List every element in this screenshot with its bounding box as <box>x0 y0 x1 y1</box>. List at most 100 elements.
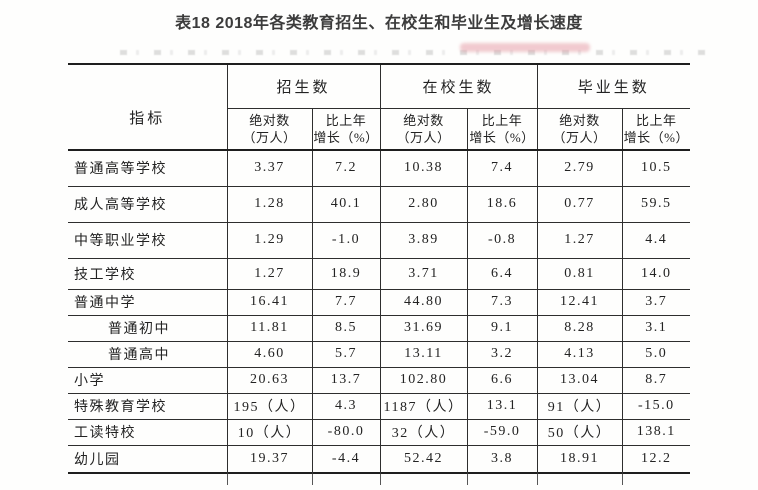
value-cell: 59.5 <box>621 186 691 223</box>
table-row: 普通初中 11.81 8.5 31.69 9.1 8.28 3.1 <box>68 315 691 342</box>
table-row: 普通高中 4.60 5.7 13.11 3.2 4.13 5.0 <box>68 341 691 368</box>
value-cell: 13.11 <box>379 341 468 368</box>
value-cell: 1.28 <box>226 186 312 223</box>
value-cell: 138.1 <box>621 419 691 446</box>
value-cell: 13.1 <box>466 393 538 420</box>
value-cell: 12.2 <box>621 445 691 474</box>
subheader-growth: 比上年 增长（%） <box>621 108 691 151</box>
value-cell: 6.6 <box>466 367 538 394</box>
subheader-growth: 比上年 增长（%） <box>466 108 538 151</box>
value-cell: 20.63 <box>226 367 312 394</box>
value-cell: 5.0 <box>621 341 691 368</box>
value-cell: 10.38 <box>379 150 468 187</box>
value-cell: 7.2 <box>311 150 381 187</box>
value-cell: 3.8 <box>466 445 538 474</box>
value-cell: 50（人） <box>536 419 623 446</box>
header-group-row: 指标 招生数 在校生数 毕业生数 <box>68 64 691 151</box>
table-row: 普通高等学校 3.37 7.2 10.38 7.4 2.79 10.5 <box>68 150 691 187</box>
value-cell: 8.28 <box>536 315 623 342</box>
value-cell: 13.04 <box>536 367 623 394</box>
value-cell: -80.0 <box>311 419 381 446</box>
value-cell: 102.80 <box>379 367 468 394</box>
value-cell: 8.5 <box>311 315 381 342</box>
value-cell: 1.27 <box>536 222 623 259</box>
indicator-cell: 普通初中 <box>68 315 227 342</box>
value-cell: 7.3 <box>466 289 538 316</box>
column-line-stub <box>467 472 468 485</box>
indicator-cell: 特殊教育学校 <box>68 393 227 420</box>
value-cell: 7.7 <box>311 289 381 316</box>
column-line-stub <box>622 472 623 485</box>
table-row: 成人高等学校 1.28 40.1 2.80 18.6 0.77 59.5 <box>68 186 691 223</box>
indicator-cell: 中等职业学校 <box>68 222 227 259</box>
value-cell: 3.2 <box>466 341 538 368</box>
value-cell: 31.69 <box>379 315 468 342</box>
indicator-cell: 普通中学 <box>68 289 227 316</box>
value-cell: 14.0 <box>621 258 691 290</box>
value-cell: 3.89 <box>379 222 468 259</box>
value-cell: 12.41 <box>536 289 623 316</box>
value-cell: 52.42 <box>379 445 468 474</box>
table-row: 特殊教育学校 195（人） 4.3 1187（人） 13.1 91（人） -15… <box>68 393 691 420</box>
table-row: 幼儿园 19.37 -4.4 52.42 3.8 18.91 12.2 <box>68 445 691 474</box>
value-cell: 9.1 <box>466 315 538 342</box>
value-cell: 6.4 <box>466 258 538 290</box>
value-cell: 4.3 <box>311 393 381 420</box>
scan-artifact-dashes <box>120 50 710 55</box>
value-cell: 91（人） <box>536 393 623 420</box>
indicator-cell: 工读特校 <box>68 419 227 446</box>
value-cell: 3.37 <box>226 150 312 187</box>
value-cell: 11.81 <box>226 315 312 342</box>
indicator-cell: 小学 <box>68 367 227 394</box>
value-cell: 2.79 <box>536 150 623 187</box>
header-indicator: 指标 <box>68 64 227 151</box>
column-line-stub <box>227 472 228 485</box>
value-cell: 3.7 <box>621 289 691 316</box>
header-group-enrollment: 招生数 <box>226 64 381 109</box>
value-cell: 3.71 <box>379 258 468 290</box>
value-cell: 40.1 <box>311 186 381 223</box>
value-cell: 2.80 <box>379 186 468 223</box>
indicator-cell: 成人高等学校 <box>68 186 227 223</box>
value-cell: 10（人） <box>226 419 312 446</box>
subheader-growth: 比上年 增长（%） <box>311 108 381 151</box>
column-line-stub <box>537 472 538 485</box>
scan-artifact-smudge <box>460 43 590 52</box>
statistics-table: 指标 招生数 在校生数 毕业生数 绝对数 （万人） 比上年 增长（%） 绝对数 … <box>68 63 691 474</box>
column-line-stub <box>380 472 381 485</box>
value-cell: 10.5 <box>621 150 691 187</box>
indicator-cell: 技工学校 <box>68 258 227 290</box>
header-sub-row: 绝对数 （万人） 比上年 增长（%） 绝对数 （万人） 比上年 增长（%） 绝对… <box>68 108 691 151</box>
value-cell: -0.8 <box>466 222 538 259</box>
value-cell: 18.6 <box>466 186 538 223</box>
value-cell: 0.77 <box>536 186 623 223</box>
value-cell: 4.13 <box>536 341 623 368</box>
value-cell: 5.7 <box>311 341 381 368</box>
indicator-cell: 普通高等学校 <box>68 150 227 187</box>
value-cell: 32（人） <box>379 419 468 446</box>
table-title: 表18 2018年各类教育招生、在校生和毕业生及增长速度 <box>175 15 583 32</box>
value-cell: 18.9 <box>311 258 381 290</box>
value-cell: -4.4 <box>311 445 381 474</box>
column-line-stub <box>312 472 313 485</box>
header-group-students: 在校生数 <box>379 64 538 109</box>
value-cell: 1187（人） <box>379 393 468 420</box>
table-row: 小学 20.63 13.7 102.80 6.6 13.04 8.7 <box>68 367 691 394</box>
table-row: 技工学校 1.27 18.9 3.71 6.4 0.81 14.0 <box>68 258 691 290</box>
indicator-cell: 幼儿园 <box>68 445 227 474</box>
value-cell: 0.81 <box>536 258 623 290</box>
value-cell: 1.29 <box>226 222 312 259</box>
value-cell: 4.4 <box>621 222 691 259</box>
table-row: 普通中学 16.41 7.7 44.80 7.3 12.41 3.7 <box>68 289 691 316</box>
value-cell: 19.37 <box>226 445 312 474</box>
value-cell: 3.1 <box>621 315 691 342</box>
value-cell: 13.7 <box>311 367 381 394</box>
header-group-graduates: 毕业生数 <box>536 64 691 109</box>
value-cell: 16.41 <box>226 289 312 316</box>
table-row: 中等职业学校 1.29 -1.0 3.89 -0.8 1.27 4.4 <box>68 222 691 259</box>
subheader-absolute: 绝对数 （万人） <box>379 108 468 151</box>
value-cell: -59.0 <box>466 419 538 446</box>
subheader-absolute: 绝对数 （万人） <box>226 108 312 151</box>
value-cell: 4.60 <box>226 341 312 368</box>
